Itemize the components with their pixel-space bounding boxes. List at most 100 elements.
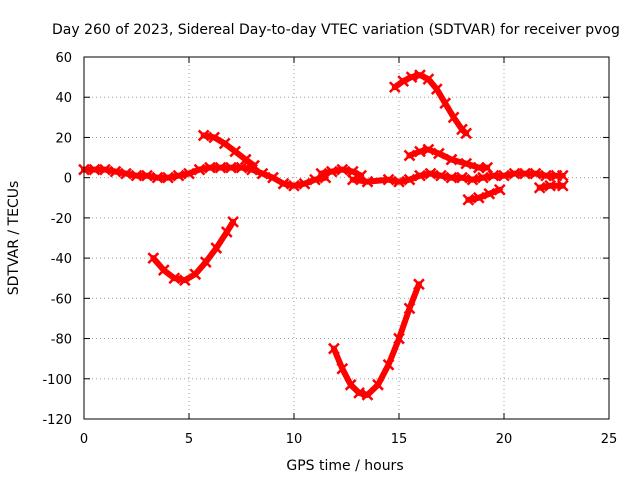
data-point <box>382 173 395 186</box>
series-small-arc <box>403 143 494 174</box>
data-point <box>556 179 569 192</box>
y-tick-label: -80 <box>51 333 72 348</box>
data-point <box>445 171 458 184</box>
y-tick-label: 40 <box>55 91 72 106</box>
data-point <box>227 216 239 228</box>
data-point <box>403 173 416 186</box>
y-tick-label: -100 <box>42 373 72 388</box>
data-point <box>210 242 223 254</box>
data-point <box>109 165 122 178</box>
data-point <box>315 167 328 180</box>
series-high-arc <box>388 69 473 140</box>
data-point <box>422 143 435 156</box>
data-point <box>189 268 202 281</box>
data-point <box>477 171 489 184</box>
y-tick-label: 0 <box>64 172 72 187</box>
data-point <box>508 167 521 180</box>
data-point <box>361 388 374 401</box>
data-point <box>336 362 349 375</box>
x-tick-label: 25 <box>601 432 618 447</box>
data-point <box>393 175 405 188</box>
series-descend-early <box>197 129 260 172</box>
y-tick-label: -20 <box>51 212 72 227</box>
data-point <box>183 167 195 180</box>
data-point <box>388 81 401 94</box>
data-point <box>214 161 227 174</box>
data-point <box>208 131 221 144</box>
x-tick-label: 15 <box>391 432 408 447</box>
series-trace <box>330 281 422 398</box>
axis-ticks: 0 5 10 15 20 25 -120 -100 -80 -60 -40 -20 0 20 40 60 <box>42 51 617 447</box>
series-baseline <box>78 161 332 192</box>
data-point <box>235 161 248 174</box>
data-point <box>157 264 170 277</box>
data-point <box>353 386 365 399</box>
y-axis-label: SDTVAR / TECUs <box>6 181 22 296</box>
data-point <box>529 167 542 180</box>
data-point <box>120 167 132 180</box>
data-point <box>328 342 340 355</box>
data-point <box>88 163 101 176</box>
data-point <box>288 179 300 192</box>
data-point <box>382 358 395 371</box>
data-point <box>447 111 460 124</box>
series-dip-early <box>147 216 239 287</box>
data-point <box>435 169 447 182</box>
data-point <box>325 165 338 178</box>
data-point <box>204 161 216 174</box>
data-point <box>544 179 557 192</box>
data-point <box>267 171 279 184</box>
data-point <box>472 191 485 204</box>
data-point <box>218 137 231 150</box>
data-point <box>540 169 552 182</box>
data-point <box>193 163 206 176</box>
series-deep-dip <box>328 278 425 401</box>
data-point <box>372 378 384 391</box>
data-point <box>220 226 233 238</box>
data-point <box>229 145 242 158</box>
data-point <box>277 177 290 190</box>
y-tick-label: -40 <box>51 252 72 267</box>
data-point <box>99 163 111 176</box>
y-tick-label: -60 <box>51 292 72 307</box>
data-point <box>519 167 531 180</box>
data-point <box>225 161 237 174</box>
data-point <box>197 129 210 142</box>
series-low-short <box>462 183 506 206</box>
data-point <box>445 153 458 166</box>
data-point <box>172 169 185 182</box>
data-point <box>162 171 174 184</box>
data-point <box>460 127 473 140</box>
data-point <box>239 153 252 166</box>
x-tick-label: 20 <box>496 432 513 447</box>
data-point <box>433 147 445 160</box>
data-point <box>178 274 191 287</box>
x-tick-label: 0 <box>80 432 88 447</box>
data-point <box>248 159 260 172</box>
data-point <box>422 73 435 86</box>
data-point <box>456 171 468 184</box>
y-tick-label: 60 <box>55 51 72 66</box>
series-trace <box>465 186 503 203</box>
data-point <box>405 71 418 83</box>
data-point <box>483 187 496 200</box>
data-point <box>413 278 425 291</box>
data-point <box>151 171 164 184</box>
data-point <box>533 181 546 194</box>
data-point <box>393 332 405 345</box>
data-point <box>336 163 349 176</box>
data-point <box>414 145 426 158</box>
data-point <box>430 83 443 96</box>
data-point <box>439 97 452 110</box>
data-point <box>403 149 416 162</box>
data-point <box>460 157 473 170</box>
data-series <box>78 69 569 401</box>
data-point <box>403 302 416 315</box>
y-tick-label: -120 <box>42 413 72 428</box>
data-point <box>487 169 500 182</box>
chart-title: Day 260 of 2023, Sidereal Day-to-day VTE… <box>52 22 620 38</box>
data-point <box>168 272 181 285</box>
data-point <box>556 169 569 182</box>
data-point <box>397 75 410 88</box>
